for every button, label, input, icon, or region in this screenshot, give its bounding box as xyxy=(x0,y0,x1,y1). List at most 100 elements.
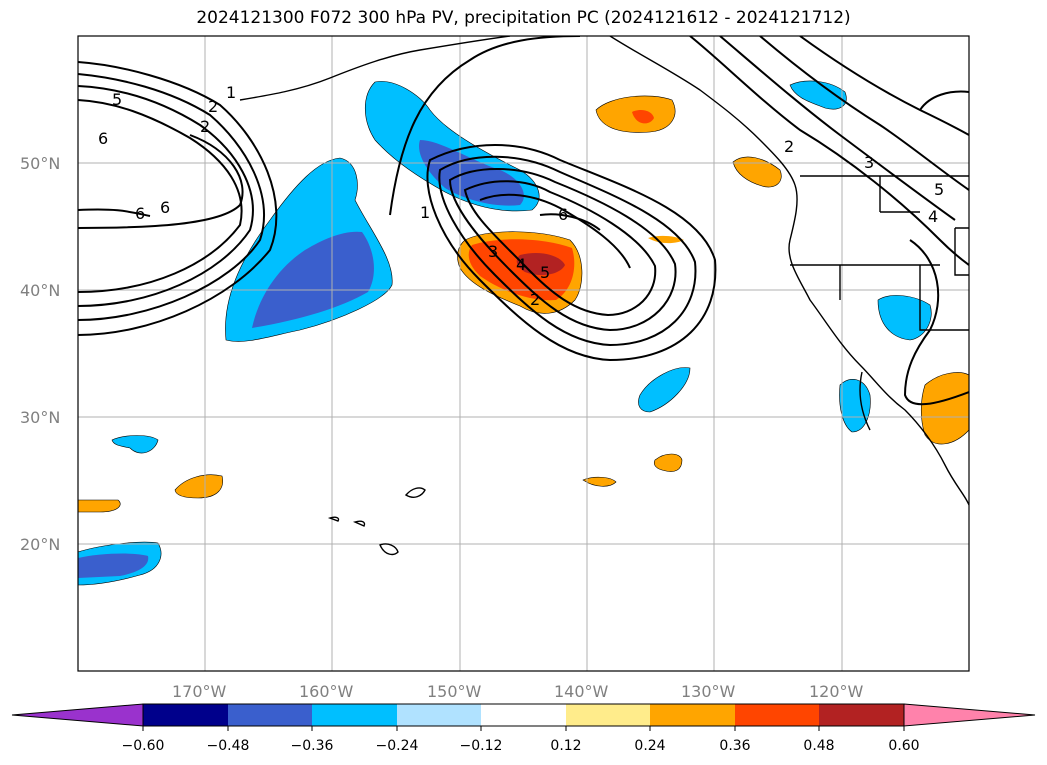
pv-contours xyxy=(78,36,969,406)
alaska-panhandle-coast xyxy=(609,36,796,186)
precip-negative-area xyxy=(877,295,932,341)
colorbar-segment xyxy=(481,704,566,726)
contour-label: 2 xyxy=(784,137,794,156)
lat-label: 50°N xyxy=(20,154,60,173)
pv-contour xyxy=(78,99,243,293)
precip-positive-core xyxy=(632,110,654,124)
pv-contour xyxy=(903,239,969,406)
precip-negative-area xyxy=(638,367,691,413)
lon-label: 150°W xyxy=(427,682,482,701)
map-frame xyxy=(77,35,970,672)
baja-coast xyxy=(859,371,871,431)
us-west-coast xyxy=(788,184,969,506)
pv-contour xyxy=(389,36,581,216)
pv-contour xyxy=(438,155,697,347)
colorbar-segment xyxy=(735,704,819,726)
alaska-coast xyxy=(239,36,511,101)
pv-contour xyxy=(78,134,244,229)
contour-label: 1 xyxy=(226,83,236,102)
pv-contour xyxy=(448,168,677,332)
precip-positive-area xyxy=(653,453,683,472)
precip-positive-area xyxy=(174,474,223,499)
contour-label: 5 xyxy=(934,180,944,199)
contour-label: 6 xyxy=(160,198,170,217)
pv-contour xyxy=(78,73,265,321)
colorbar-ticks xyxy=(142,726,905,731)
precipitation-shading xyxy=(78,80,969,586)
pv-contour xyxy=(78,85,254,307)
pv-contour xyxy=(689,36,969,266)
lon-label: 160°W xyxy=(299,682,354,701)
lon-label: 120°W xyxy=(809,682,864,701)
contour-label: 6 xyxy=(135,204,145,223)
contour-label: 5 xyxy=(540,263,550,282)
hawaii-island xyxy=(352,520,366,527)
contour-labels: 5 6 1 2 2 6 6 1 6 5 4 3 2 2 3 4 5 xyxy=(98,83,944,309)
precip-negative-core xyxy=(78,553,149,578)
precip-negative-area xyxy=(111,435,159,454)
contour-label: 4 xyxy=(516,255,526,274)
contour-label: 2 xyxy=(208,97,218,116)
contour-label: 3 xyxy=(864,153,874,172)
precip-negative-core xyxy=(419,140,524,206)
coastlines xyxy=(239,36,969,556)
colorbar-extend-low xyxy=(11,703,144,727)
colorbar-frame xyxy=(142,703,905,727)
colorbar-segment xyxy=(650,704,735,726)
colorbar: −0.60 −0.48 −0.36 −0.24 −0.12 0.12 0.24 … xyxy=(11,703,1036,754)
pv-contour xyxy=(719,36,956,221)
contour-label: 2 xyxy=(200,117,210,136)
colorbar-tick-label: −0.60 xyxy=(122,738,165,754)
colorbar-segment xyxy=(228,704,312,726)
pv-contour xyxy=(539,213,601,231)
lat-labels: 50°N 40°N 30°N 20°N xyxy=(20,154,60,554)
contour-label: 6 xyxy=(558,205,568,224)
precip-positive-area xyxy=(732,156,782,188)
lon-label: 170°W xyxy=(172,682,227,701)
pv-contour xyxy=(426,144,717,362)
precip-negative-area xyxy=(789,80,847,110)
hawaii-island xyxy=(379,543,399,556)
pv-contour xyxy=(759,36,969,191)
colorbar-tick-label: −0.12 xyxy=(460,738,503,754)
colorbar-tick-label: −0.24 xyxy=(376,738,419,754)
contour-label: 2 xyxy=(530,290,540,309)
colorbar-tick-label: 0.60 xyxy=(888,738,919,754)
contour-label: 1 xyxy=(420,203,430,222)
colorbar-tick-label: 0.12 xyxy=(550,738,581,754)
colorbar-segment xyxy=(566,704,650,726)
lat-label: 20°N xyxy=(20,535,60,554)
lat-label: 30°N xyxy=(20,408,60,427)
colorbar-tick-label: 0.24 xyxy=(634,738,665,754)
colorbar-tick-label: 0.48 xyxy=(803,738,834,754)
lon-label: 130°W xyxy=(681,682,736,701)
colorbar-segment xyxy=(143,704,228,726)
precip-positive-area xyxy=(78,499,121,513)
colorbar-tick-label: −0.36 xyxy=(291,738,334,754)
precip-positive-area xyxy=(648,235,684,244)
lon-labels: 170°W 160°W 150°W 140°W 130°W 120°W xyxy=(172,682,864,701)
colorbar-tick-label: −0.48 xyxy=(207,738,250,754)
lon-label: 140°W xyxy=(554,682,609,701)
pv-contour xyxy=(463,180,657,317)
contour-label: 6 xyxy=(98,129,108,148)
contour-label: 5 xyxy=(112,90,122,109)
colorbar-segment xyxy=(397,704,481,726)
precip-negative-core xyxy=(252,231,374,328)
precip-positive-area xyxy=(582,476,617,487)
state-borders xyxy=(790,176,969,331)
hawaii-island xyxy=(404,487,426,498)
colorbar-extend-high xyxy=(903,703,1036,727)
colorbar-segment xyxy=(819,704,904,726)
colorbar-segment xyxy=(312,704,397,726)
precip-positive-area xyxy=(920,372,969,445)
pv-contour xyxy=(78,61,278,336)
pv-contour xyxy=(919,90,969,111)
contour-label: 4 xyxy=(928,207,938,226)
chart-title: 2024121300 F072 300 hPa PV, precipitatio… xyxy=(196,8,851,28)
pv-contour xyxy=(799,36,969,136)
lat-label: 40°N xyxy=(20,281,60,300)
hawaii-island xyxy=(327,516,340,522)
pv-contour xyxy=(78,208,151,217)
